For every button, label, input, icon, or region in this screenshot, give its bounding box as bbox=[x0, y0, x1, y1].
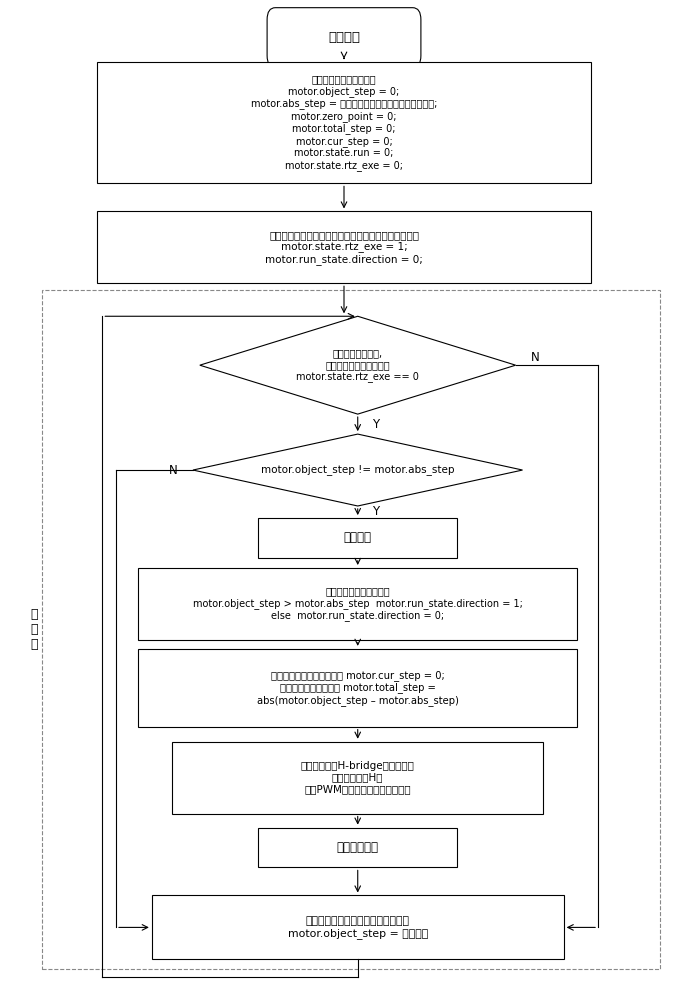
FancyBboxPatch shape bbox=[138, 568, 577, 640]
FancyBboxPatch shape bbox=[267, 8, 421, 68]
Polygon shape bbox=[200, 316, 515, 414]
Text: 执行电机归零操作保证仪表上电时电机都在机械零点：
motor.state.rtz_exe = 1;
motor.run_state.direction = 0;: 执行电机归零操作保证仪表上电时电机都在机械零点： motor.state.rtz… bbox=[265, 230, 423, 265]
Text: 设置驱动电机H-bridge的输出模式
为双极性，全H桥
设置PWM信号的对齐方式为右对齐: 设置驱动电机H-bridge的输出模式 为双极性，全H桥 设置PWM信号的对齐方… bbox=[301, 761, 415, 794]
Text: 关闭中断: 关闭中断 bbox=[344, 531, 372, 544]
Text: 初始化电机的所有状态：
motor.object_step = 0;
motor.abs_step = 电机旋转最大角度换算得到的步数值;
motor.zero: 初始化电机的所有状态： motor.object_step = 0; motor… bbox=[251, 74, 437, 171]
Text: N: N bbox=[530, 351, 539, 364]
Text: 恢复中断状态: 恢复中断状态 bbox=[336, 841, 378, 854]
FancyBboxPatch shape bbox=[138, 649, 577, 727]
FancyBboxPatch shape bbox=[258, 828, 458, 867]
Text: Y: Y bbox=[372, 418, 379, 431]
FancyBboxPatch shape bbox=[258, 518, 458, 558]
Polygon shape bbox=[193, 434, 522, 506]
Text: motor.object_step != motor.abs_step: motor.object_step != motor.abs_step bbox=[261, 465, 455, 475]
Text: 判断本次电机运行的方向
motor.object_step > motor.abs_step  motor.run_state.direction = 1;
e: 判断本次电机运行的方向 motor.object_step > motor.ab… bbox=[193, 586, 523, 621]
FancyBboxPatch shape bbox=[97, 62, 591, 183]
FancyBboxPatch shape bbox=[97, 211, 591, 283]
Text: 仪表上电: 仪表上电 bbox=[328, 31, 360, 44]
Text: N: N bbox=[169, 464, 178, 477]
Text: 主
循
环: 主 循 环 bbox=[30, 608, 37, 651]
Text: 依据当前车辆状态，计算出目标位置
motor.object_step = 目标位置: 依据当前车辆状态，计算出目标位置 motor.object_step = 目标位… bbox=[288, 916, 428, 939]
Text: 判断电机正在归零,
则不能启动新的驱动过程
motor.state.rtz_exe == 0: 判断电机正在归零, 则不能启动新的驱动过程 motor.state.rtz_ex… bbox=[297, 348, 419, 382]
FancyBboxPatch shape bbox=[152, 895, 563, 959]
Text: 将本次运行的相对步数清零 motor.cur_step = 0;
计算本次运行的总步数 motor.total_step =
abs(motor.object_: 将本次运行的相对步数清零 motor.cur_step = 0; 计算本次运行的… bbox=[257, 670, 459, 706]
FancyBboxPatch shape bbox=[173, 742, 543, 814]
Text: Y: Y bbox=[372, 505, 379, 518]
